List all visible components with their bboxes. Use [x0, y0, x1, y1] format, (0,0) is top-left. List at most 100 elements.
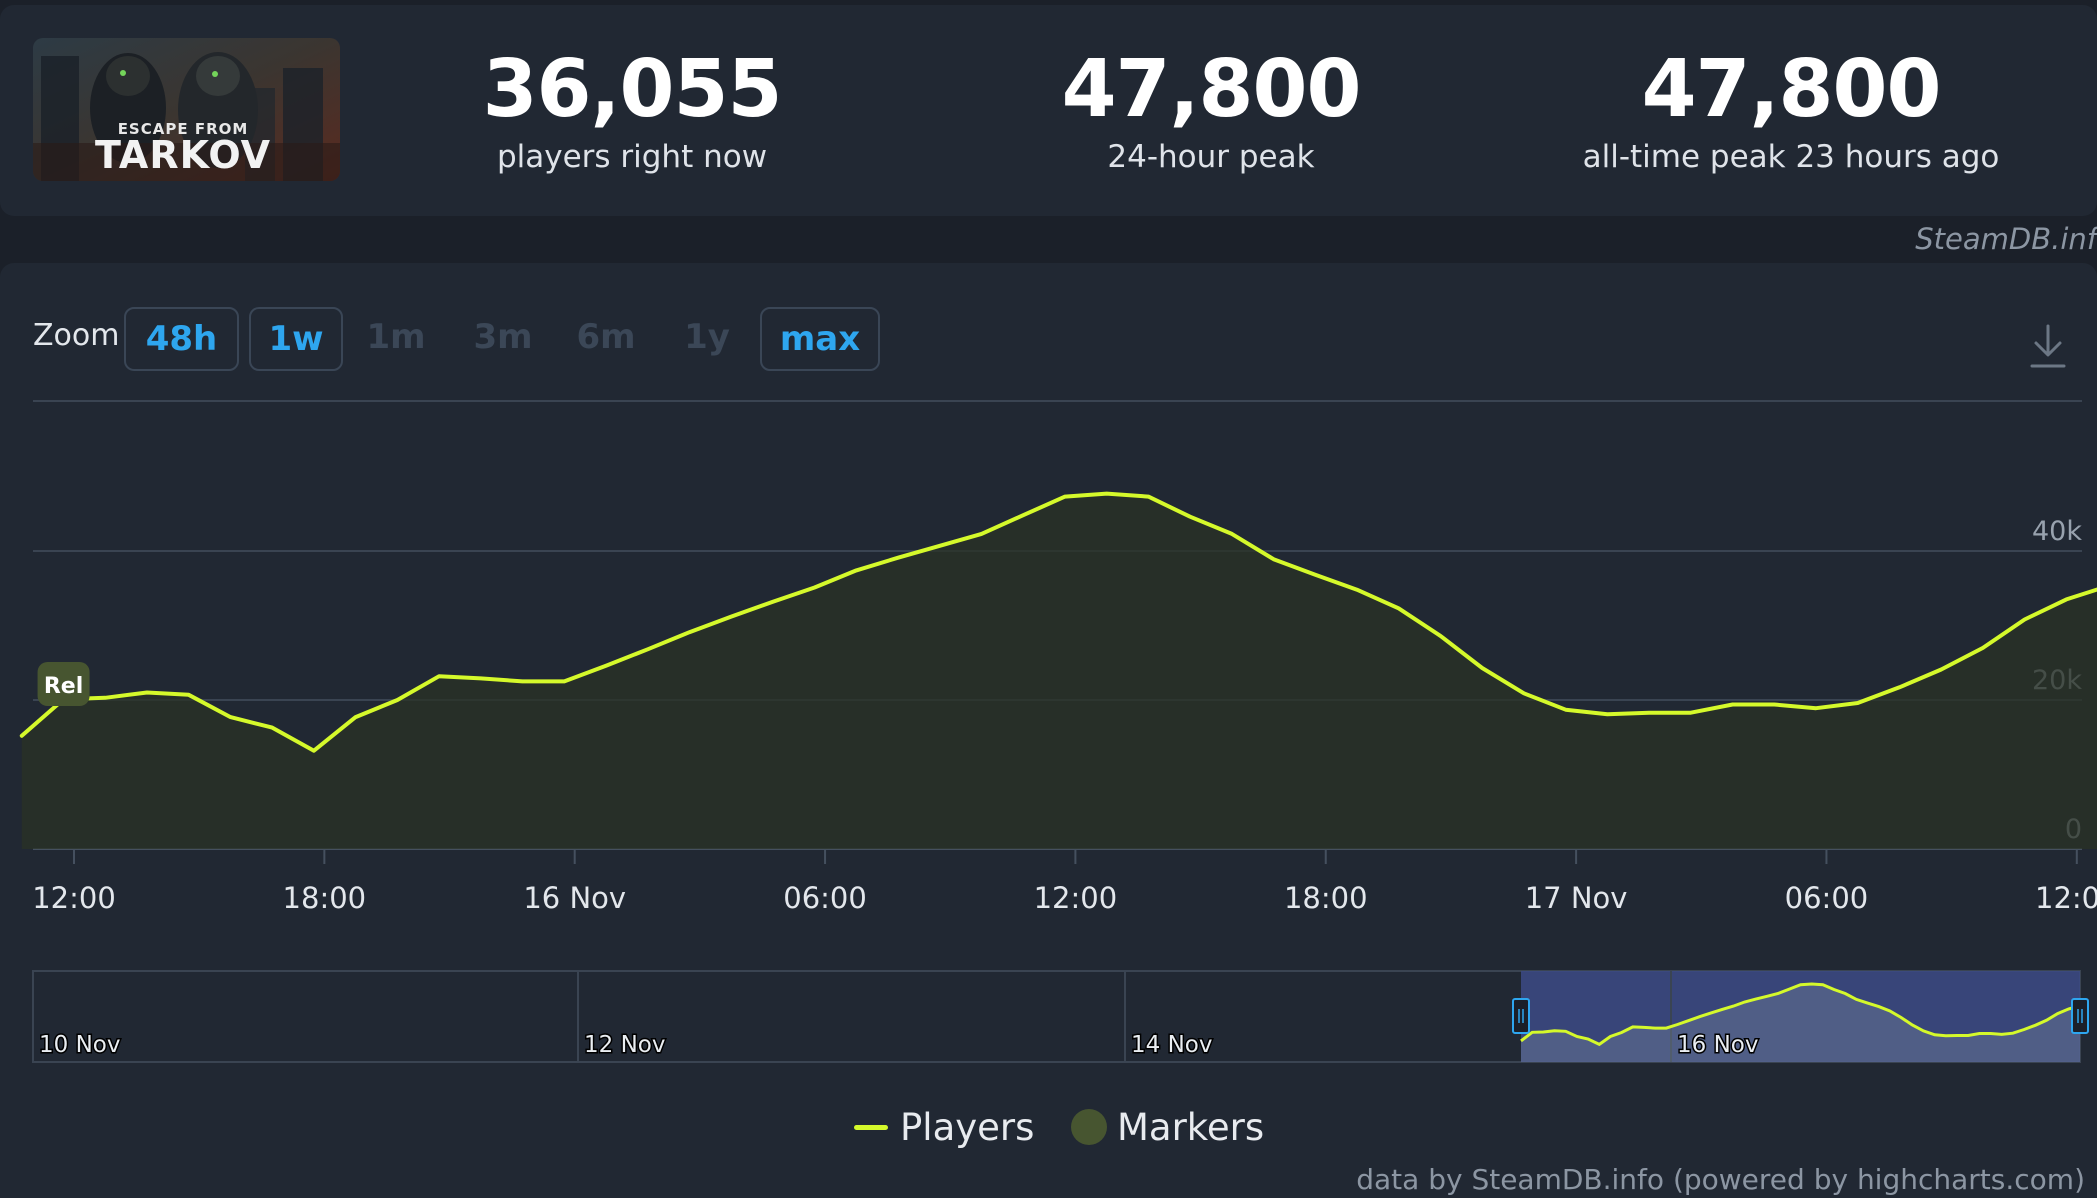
game-title-line2: TARKOV [95, 133, 271, 177]
navigator[interactable]: 10 Nov 12 Nov 14 Nov 16 Nov [32, 970, 2089, 1063]
players-data-point[interactable] [976, 528, 988, 540]
players-data-point[interactable] [475, 672, 487, 684]
release-marker[interactable]: Rel [37, 662, 90, 706]
release-marker-label: Rel [44, 674, 83, 699]
navigator-date-label: 16 Nov [1677, 1032, 1758, 1058]
players-data-point[interactable] [1768, 699, 1780, 711]
release-marker-badge[interactable] [37, 662, 90, 706]
players-data-point[interactable] [600, 660, 612, 672]
players-data-point[interactable] [1476, 662, 1488, 674]
x-tick-label: 18:00 [283, 881, 367, 915]
navigator-handles[interactable] [1512, 998, 2089, 1034]
legend-players-symbol [854, 1124, 888, 1130]
zoom-button-1m[interactable]: 1m [366, 317, 426, 357]
players-data-point[interactable] [16, 730, 28, 742]
zoom-button-3m[interactable]: 3m [473, 317, 533, 357]
zoom-button-6m[interactable]: 6m [576, 317, 636, 357]
players-data-point[interactable] [1685, 707, 1697, 719]
legend-item-players[interactable]: Players [854, 1100, 1034, 1154]
x-tick-label: 06:00 [1785, 881, 1869, 915]
players-data-point[interactable] [1184, 511, 1196, 523]
players-data-point[interactable] [725, 611, 737, 623]
navigator-handle-left[interactable] [1512, 998, 1530, 1034]
peak-24h-label: 24-hour peak [1107, 139, 1315, 175]
download-icon[interactable] [2026, 322, 2070, 370]
players-data-point[interactable] [1977, 642, 1989, 654]
stat-24h-peak: 47,800 24-hour peak [1016, 45, 1406, 177]
players-data-point[interactable] [350, 711, 362, 723]
x-tick-label: 12:00 [1034, 881, 1118, 915]
stat-all-time-peak: 47,800 all-time peak 23 hours ago [1565, 45, 2017, 177]
players-data-point[interactable] [892, 552, 904, 564]
all-time-peak-label: all-time peak 23 hours ago [1582, 139, 2000, 175]
players-data-point[interactable] [683, 626, 695, 638]
players-data-point[interactable] [1059, 491, 1071, 503]
legend-markers-symbol [1071, 1109, 1107, 1145]
navigator-gridlines [32, 971, 1672, 1062]
navigator-area [1521, 984, 2080, 1062]
players-data-point[interactable] [1643, 707, 1655, 719]
x-tick-label: 12:00 [32, 881, 116, 915]
navigator-line [1520, 982, 2081, 1047]
players-data-point[interactable] [1351, 584, 1363, 596]
players-data-point[interactable] [1101, 488, 1113, 500]
zoom-button-1w[interactable]: 1w [249, 307, 343, 371]
zoom-button-48h[interactable]: 48h [124, 307, 239, 371]
players-data-point[interactable] [1226, 528, 1238, 540]
navigator-labels: 10 Nov 12 Nov 14 Nov 16 Nov [38, 1031, 1760, 1060]
players-data-point[interactable] [225, 711, 237, 723]
players-data-point[interactable] [558, 675, 570, 687]
players-data-point[interactable] [1727, 699, 1739, 711]
players-data-point[interactable] [1393, 602, 1405, 614]
players-data-point[interactable] [517, 675, 529, 687]
players-now-value: 36,055 [482, 43, 783, 135]
players-data-point[interactable] [934, 540, 946, 552]
players-data-point[interactable] [1268, 553, 1280, 565]
players-data-point[interactable] [1601, 708, 1613, 720]
players-data-point[interactable] [1309, 569, 1321, 581]
players-data-point[interactable] [809, 582, 821, 594]
players-data-point[interactable] [850, 564, 862, 576]
stat-players-now: 36,055 players right now [437, 45, 827, 177]
players-data-point[interactable] [1142, 491, 1154, 503]
highcharts-credit[interactable]: data by SteamDB.info (powered by highcha… [1356, 1163, 2085, 1196]
navigator-date-label: 10 Nov [39, 1032, 120, 1058]
players-data-point[interactable] [1435, 630, 1447, 642]
steamdb-credit-top[interactable]: SteamDB.inf [1915, 222, 2097, 256]
peak-24h-value: 47,800 [1061, 43, 1362, 135]
y-tick-label: 40k [2032, 516, 2082, 547]
players-data-point[interactable] [642, 643, 654, 655]
players-data-point[interactable] [1560, 704, 1572, 716]
players-data-point[interactable] [308, 745, 320, 757]
x-tick-label: 06:00 [783, 881, 867, 915]
players-data-point[interactable] [99, 692, 111, 704]
players-data-point[interactable] [1894, 681, 1906, 693]
navigator-date-label: 12 Nov [584, 1032, 665, 1058]
players-data-point[interactable] [433, 670, 445, 682]
players-data-point[interactable] [1810, 702, 1822, 714]
x-tick-label: 18:00 [1284, 881, 1368, 915]
stats-bar: ESCAPE FROM TARKOV 36,055 players right … [0, 5, 2097, 216]
game-thumbnail-art: ESCAPE FROM TARKOV [33, 38, 340, 181]
navigator-handle-right[interactable] [2071, 998, 2089, 1034]
game-thumbnail[interactable]: ESCAPE FROM TARKOV [33, 38, 340, 181]
players-data-point[interactable] [1518, 687, 1530, 699]
players-area-fill [21, 493, 2097, 849]
all-time-peak-value: 47,800 [1641, 43, 1942, 135]
players-data-point[interactable] [1935, 664, 1947, 676]
players-data-point[interactable] [1852, 697, 1864, 709]
players-series-line[interactable] [19, 491, 2097, 753]
players-data-point[interactable] [2060, 593, 2072, 605]
players-data-point[interactable] [183, 689, 195, 701]
legend-item-markers[interactable]: Markers [1071, 1100, 1264, 1154]
players-data-point[interactable] [1017, 509, 1029, 521]
zoom-button-1y[interactable]: 1y [684, 317, 730, 357]
zoom-button-max[interactable]: max [760, 307, 880, 371]
players-data-point[interactable] [391, 694, 403, 706]
players-data-point[interactable] [2019, 614, 2031, 626]
x-axis: 12:00 18:00 16 Nov 06:00 12:00 18:00 17 Nov 06:… [32, 849, 2097, 915]
players-data-point[interactable] [266, 722, 278, 734]
players-data-point[interactable] [141, 687, 153, 699]
players-data-point[interactable] [767, 596, 779, 608]
